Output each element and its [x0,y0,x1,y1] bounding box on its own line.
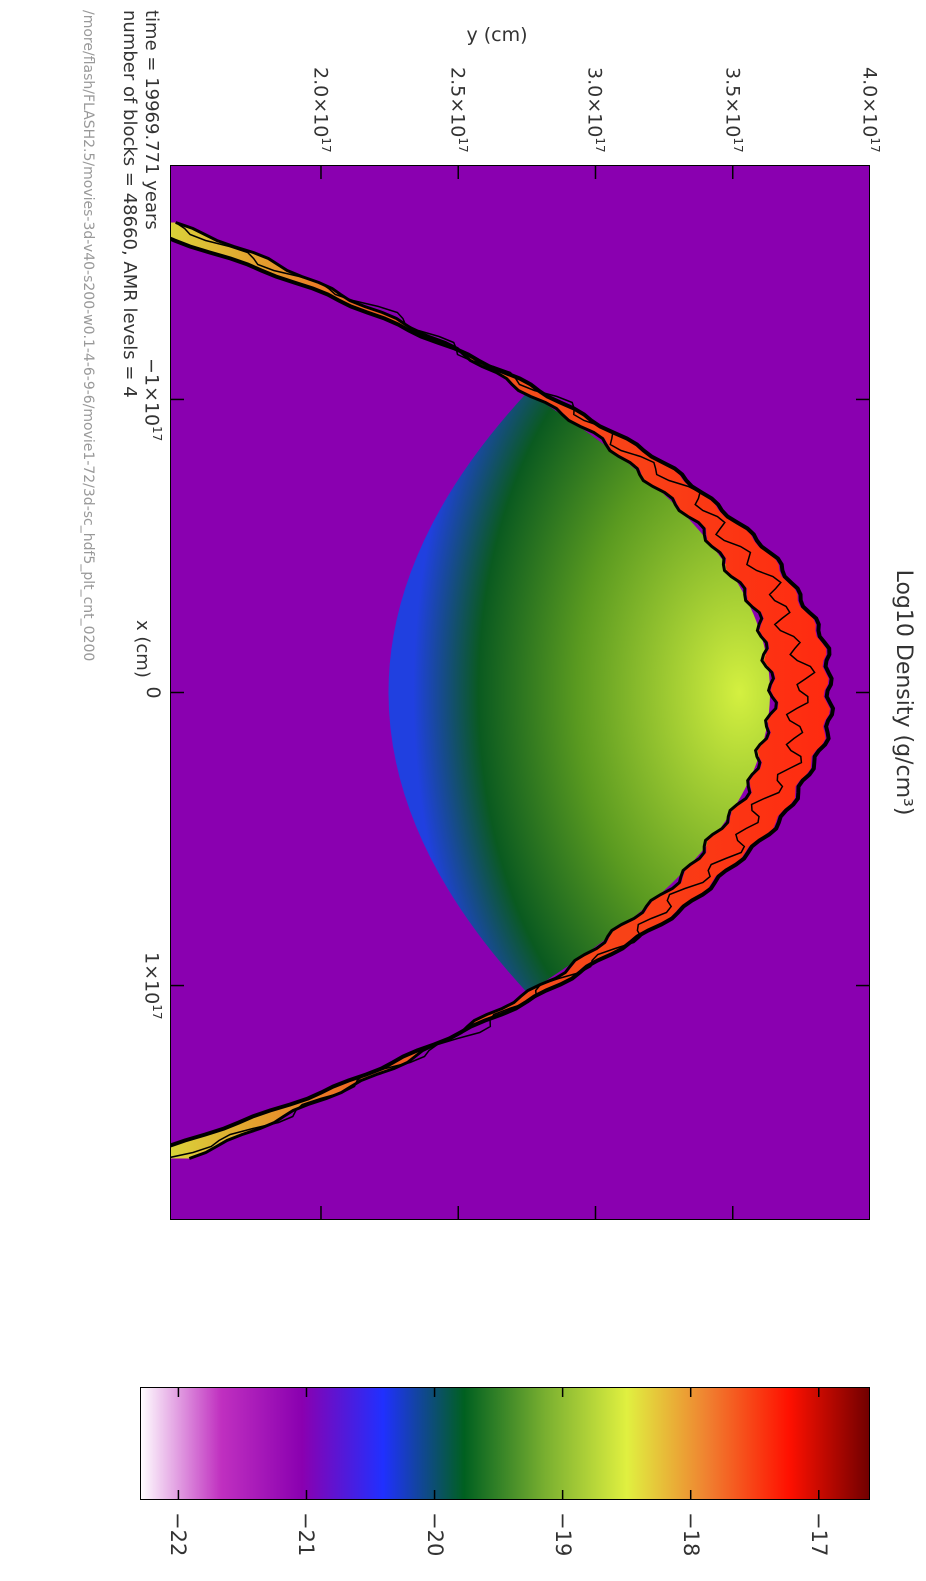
y-tick-label: 2.0×1017 [309,67,333,153]
y-tick-label: 3.0×1017 [584,67,608,153]
contour-mid [170,221,816,1160]
x-tick-label: 0 [142,686,164,699]
colorbar-tick-label: −20 [422,1512,447,1557]
colorbar-tick-label: −22 [166,1512,191,1557]
shocked-interior [388,392,770,993]
contour-inner [175,221,778,1160]
y-tick-label: 4.0×1017 [858,67,882,153]
plot-tick-marks [170,165,870,1220]
y-tick-label: 2.5×1017 [446,67,471,153]
colorbar-tick-label: −21 [294,1512,319,1557]
time-annotation: time = 19969.771 years [141,10,162,230]
colorbar-tick-marks [177,1387,820,1500]
x-axis-label: x (cm) [132,620,153,678]
chart-title: Log10 Density (g/cm³) [891,569,916,816]
colorbar-tick-label: −19 [550,1512,575,1557]
blocks-annotation: number of blocks = 48660, AMR levels = 4 [119,10,140,398]
colorbar-tick-label: −18 [678,1512,703,1557]
colorbar [140,1387,870,1500]
density-plot [170,165,870,1220]
file-path-annotation: /more/flash/FLASH2.5/movies-3d-v40-s200-… [80,10,96,662]
y-tick-label: 3.5×1017 [721,67,745,153]
x-tick-label: 1×1017 [140,952,164,1020]
dense-shell [170,222,830,1159]
x-tick-label: −1×1017 [140,357,164,442]
y-axis-label: y (cm) [466,24,528,46]
colorbar-tick-label: −17 [806,1512,831,1557]
colorbar-fill [140,1387,870,1500]
